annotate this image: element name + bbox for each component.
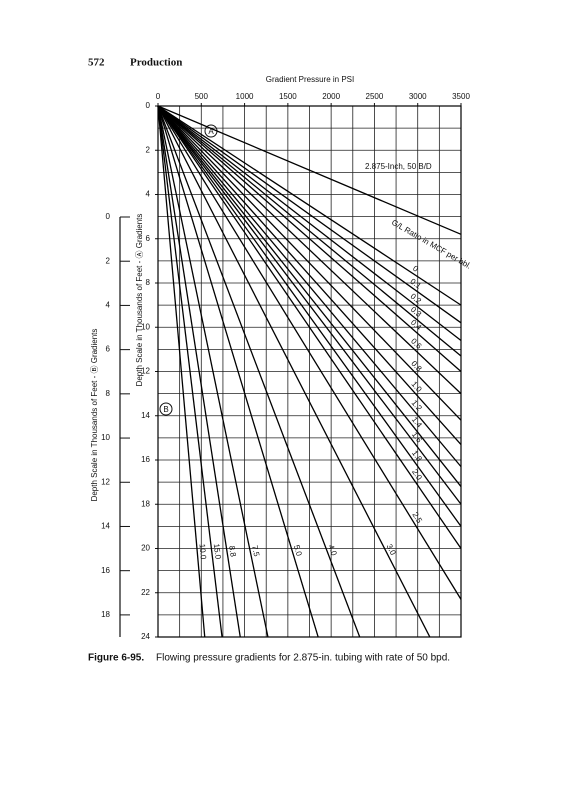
gradient-line (157, 105, 462, 324)
series-label: 15.0 (212, 543, 223, 560)
x-tick-label: 1000 (236, 92, 254, 101)
y2-tick-label: 16 (101, 566, 110, 575)
y2-tick-label: 4 (106, 301, 111, 310)
series-label: 10.0 (197, 543, 207, 560)
y-tick-label: 10 (141, 322, 150, 331)
gradient-line (157, 105, 462, 235)
x-tick-label: 0 (156, 92, 161, 101)
gradient-line (157, 105, 462, 468)
x-tick-label: 2000 (322, 92, 340, 101)
gradient-line (157, 105, 462, 505)
gradient-line (157, 105, 462, 487)
gradient-line (157, 105, 223, 638)
y-tick-label: 18 (141, 499, 150, 508)
y2-tick-label: 8 (106, 389, 111, 398)
gradient-line (157, 105, 361, 638)
series-label: 0 (411, 264, 420, 274)
annotation: B (163, 405, 168, 414)
annotation: A (208, 127, 214, 136)
y-tick-label: 16 (141, 455, 150, 464)
y-tick-label: 6 (146, 234, 151, 243)
y2-tick-label: 10 (101, 433, 110, 442)
series-label: 0.3 (409, 305, 424, 319)
series-label: 1.8 (410, 449, 424, 464)
y-tick-label: 20 (141, 544, 150, 553)
series-label: 5.0 (292, 544, 304, 558)
gradient-line (157, 105, 431, 638)
plot-frame (157, 105, 462, 638)
gradient-line (157, 105, 462, 395)
gradient-line (157, 105, 241, 638)
y2-tick-label: 0 (106, 212, 111, 221)
y2-tick-label: 14 (101, 522, 110, 531)
y-tick-label: 24 (141, 632, 150, 641)
gradient-line (157, 105, 462, 445)
x-tick-label: 2500 (366, 92, 384, 101)
series-label: 0.4 (409, 318, 424, 332)
y-tick-label: 2 (146, 145, 151, 154)
series-label: 4.0 (326, 543, 339, 557)
gradient-line (157, 105, 462, 421)
y-tick-label: 14 (141, 411, 150, 420)
section-title: Production (130, 57, 182, 69)
y2-tick-label: 12 (101, 477, 110, 486)
annotation: 2.875-Inch, 50 B/D (365, 162, 432, 171)
y-axis-title: Depth Scale in Thousands of Feet - Ⓐ Gra… (135, 214, 144, 387)
gradient-line (157, 105, 462, 549)
gradient-line (157, 105, 462, 306)
annotation: G/L Ratio in MCF per bbl. (390, 218, 473, 271)
y-tick-label: 4 (146, 190, 151, 199)
series-label: 1.4 (410, 415, 424, 430)
series-label: 2.5 (410, 511, 424, 526)
x-tick-label: 3000 (409, 92, 427, 101)
caption-text: Flowing pressure gradients for 2.875-in.… (156, 653, 450, 664)
y-tick-label: 12 (141, 367, 150, 376)
series-label: 2.0 (410, 468, 424, 483)
gradient-line (157, 105, 462, 600)
gradient-line (157, 105, 462, 357)
y2-axis-title: Depth Scale in Thousands of Feet - Ⓑ Gra… (90, 329, 99, 502)
gradient-line (157, 105, 462, 342)
gradient-line (157, 105, 269, 638)
y-tick-label: 8 (146, 278, 151, 287)
y2-tick-label: 2 (106, 256, 111, 265)
gradient-line (157, 105, 319, 638)
y2-tick-label: 6 (106, 345, 111, 354)
x-axis-title: Gradient Pressure in PSI (266, 75, 354, 84)
series-label: 7.5 (250, 545, 261, 558)
x-tick-label: 500 (195, 92, 209, 101)
circle-marker (159, 402, 173, 416)
series-label: 1.0 (409, 380, 423, 395)
gradient-line (157, 105, 462, 372)
y2-tick-label: 18 (101, 610, 110, 619)
series-label: 1.6 (410, 430, 424, 445)
caption-label: Figure 6-95. (88, 653, 144, 664)
y-tick-label: 22 (141, 588, 150, 597)
page-number: 572 (88, 57, 105, 69)
gradient-line (157, 105, 206, 638)
gradient-line (157, 105, 462, 527)
y-tick-label: 0 (146, 101, 151, 110)
x-tick-label: 1500 (279, 92, 297, 101)
series-label: 8.8 (227, 545, 238, 558)
x-tick-label: 3500 (452, 92, 470, 101)
